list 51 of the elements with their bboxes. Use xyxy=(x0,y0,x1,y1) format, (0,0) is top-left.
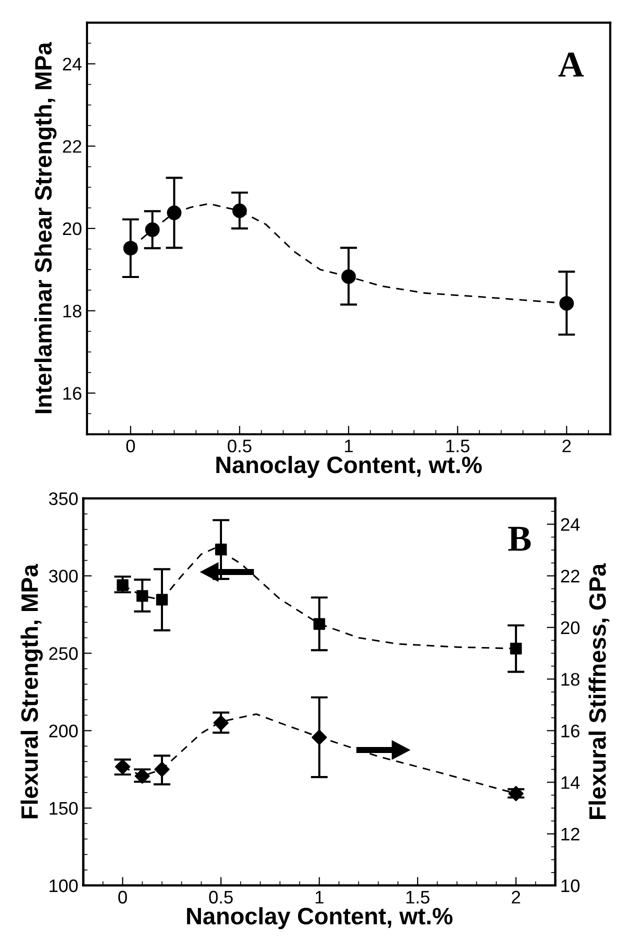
point xyxy=(145,222,160,237)
y2-tick-label: 18 xyxy=(562,672,580,686)
y2-tick-label: 10 xyxy=(562,879,580,892)
point xyxy=(559,296,574,311)
y2-tick-label: 12 xyxy=(562,828,580,840)
point xyxy=(116,579,128,591)
x-tick-label: 2 xyxy=(562,440,571,452)
annotation: B xyxy=(508,526,531,551)
y-tick-label: 350 xyxy=(49,492,78,506)
x-tick-label: 2 xyxy=(512,890,520,904)
y2-tick-label: 24 xyxy=(561,518,580,531)
y2-tick-label: 22 xyxy=(561,570,580,582)
annotation: A xyxy=(558,52,584,77)
point xyxy=(312,730,327,746)
y-tick-label: 16 xyxy=(63,387,82,400)
point xyxy=(341,269,356,284)
point xyxy=(166,206,182,220)
y2-tick-label: 20 xyxy=(561,621,580,634)
x-tick-label: 1.5 xyxy=(446,440,470,452)
x-tick-label: 0 xyxy=(126,440,135,452)
point xyxy=(136,590,148,602)
x-axis-title: Nanoclay Content, wt.% xyxy=(216,456,482,478)
y-tick-label: 20 xyxy=(62,222,82,236)
point xyxy=(215,544,227,556)
x-tick-label: 0.5 xyxy=(228,440,252,452)
point xyxy=(232,203,247,218)
point xyxy=(213,715,229,731)
y-axis-title: Interlaminar Shear Strength, MPa xyxy=(34,42,56,414)
point xyxy=(156,594,168,606)
y-tick-label: 100 xyxy=(50,879,78,892)
y2-axis-title: Flexural Stiffness, GPa xyxy=(588,563,610,819)
x-tick-label: 1.5 xyxy=(406,890,430,904)
y-tick-label: 18 xyxy=(63,304,82,318)
y-tick-label: 150 xyxy=(50,802,78,815)
y-axis-title: Flexural Strength, MPa xyxy=(20,564,43,818)
y2-tick-label: 16 xyxy=(562,724,580,738)
y-tick-label: 200 xyxy=(49,724,78,738)
y2-tick-label: 14 xyxy=(562,776,580,789)
point xyxy=(510,642,522,654)
point xyxy=(154,762,170,777)
point xyxy=(313,618,326,630)
x-tick-label: 1 xyxy=(344,440,353,452)
y-tick-label: 24 xyxy=(62,58,82,70)
x-axis-title: Nanoclay Content, wt.% xyxy=(187,907,452,930)
x-tick-label: 0.5 xyxy=(209,890,233,904)
x-tick-label: 1 xyxy=(316,890,324,904)
point xyxy=(123,240,138,256)
y-tick-label: 22 xyxy=(62,140,82,153)
y-tick-label: 300 xyxy=(49,570,78,583)
y-tick-label: 250 xyxy=(49,647,78,660)
x-tick-label: 0 xyxy=(118,890,127,904)
